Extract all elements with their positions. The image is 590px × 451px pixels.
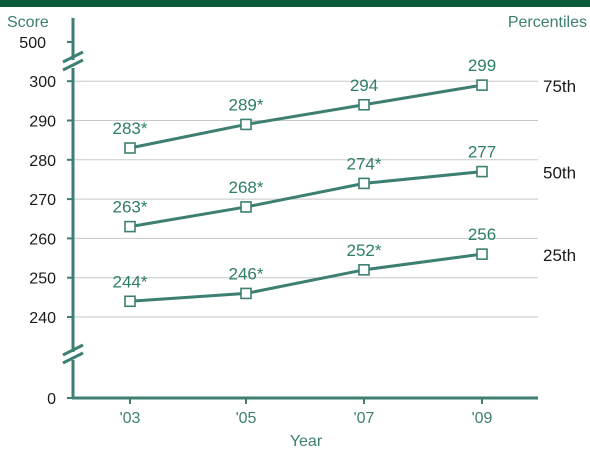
x-tick-label-1: '05: [236, 410, 257, 427]
data-label-75th-3: 299: [468, 56, 496, 75]
point-75th-2: [358, 98, 370, 111]
data-label-50th-1: 268*: [229, 178, 264, 197]
point-25th-3: [476, 248, 488, 260]
y-tick-label-300: 300: [29, 74, 56, 91]
point-75th-1: [240, 118, 252, 131]
x-tick-label-3: '09: [472, 410, 493, 427]
data-label-75th-1: 289*: [229, 95, 264, 114]
data-label-75th-0: 283*: [113, 119, 148, 138]
y-tick-label-500: 500: [19, 35, 46, 52]
axis-break-lower-b: [62, 351, 84, 365]
series-line-50th: [129, 170, 483, 229]
series-name-75th: 75th: [543, 77, 576, 96]
x-tick-label-0: '03: [120, 410, 141, 427]
data-label-25th-1: 246*: [229, 264, 264, 283]
point-50th-2: [358, 177, 370, 190]
series-group: 283* 289* 294 299 75th 263* 268* 274* 277 50th 244…: [113, 56, 576, 308]
data-label-25th-3: 256: [468, 225, 496, 244]
series-75th: 283* 289* 294 299 75th: [113, 56, 576, 154]
series-name-25th: 25th: [543, 246, 576, 265]
y-tick-labels: 0 240 250 260 270 280 290 300 500: [19, 35, 56, 408]
data-label-25th-0: 244*: [113, 272, 148, 291]
point-25th-0: [124, 295, 136, 308]
data-label-25th-2: 252*: [347, 241, 382, 260]
data-label-75th-2: 294: [350, 76, 378, 95]
axes: [62, 18, 538, 404]
series-line-25th: [129, 252, 483, 303]
data-label-50th-3: 277: [468, 143, 496, 162]
series-25th: 244* 246* 252* 256 25th: [113, 225, 576, 308]
point-75th-0: [124, 142, 136, 154]
y-tick-label-270: 270: [29, 192, 56, 209]
point-50th-3: [476, 165, 488, 178]
gridlines: [73, 80, 538, 318]
series-50th: 263* 268* 274* 277 50th: [113, 143, 576, 233]
legend-title: Percentiles: [508, 14, 587, 31]
axis-break-lower-a: [62, 343, 84, 357]
y-axis-title: Score: [7, 14, 49, 31]
y-tick-label-240: 240: [29, 310, 56, 327]
header-bar: [0, 0, 590, 7]
data-label-50th-2: 274*: [347, 154, 382, 173]
series-name-50th: 50th: [543, 164, 576, 183]
point-25th-2: [358, 264, 370, 276]
y-tick-label-290: 290: [29, 114, 56, 131]
point-50th-1: [240, 201, 252, 213]
point-50th-0: [124, 220, 136, 233]
axis-break-upper-b: [62, 58, 84, 72]
series-line-75th: [129, 83, 483, 150]
x-tick-labels: '03 '05 '07 '09: [120, 410, 493, 427]
x-axis-title: Year: [290, 433, 323, 450]
data-label-50th-0: 263*: [113, 198, 148, 217]
point-25th-1: [240, 287, 252, 300]
x-tick-label-2: '07: [354, 410, 375, 427]
y-tick-label-250: 250: [29, 271, 56, 288]
axis-break-upper-a: [62, 50, 84, 64]
y-tick-label-280: 280: [29, 153, 56, 170]
y-tick-label-0: 0: [47, 391, 56, 408]
point-75th-3: [476, 79, 488, 91]
y-tick-label-260: 260: [29, 231, 56, 248]
